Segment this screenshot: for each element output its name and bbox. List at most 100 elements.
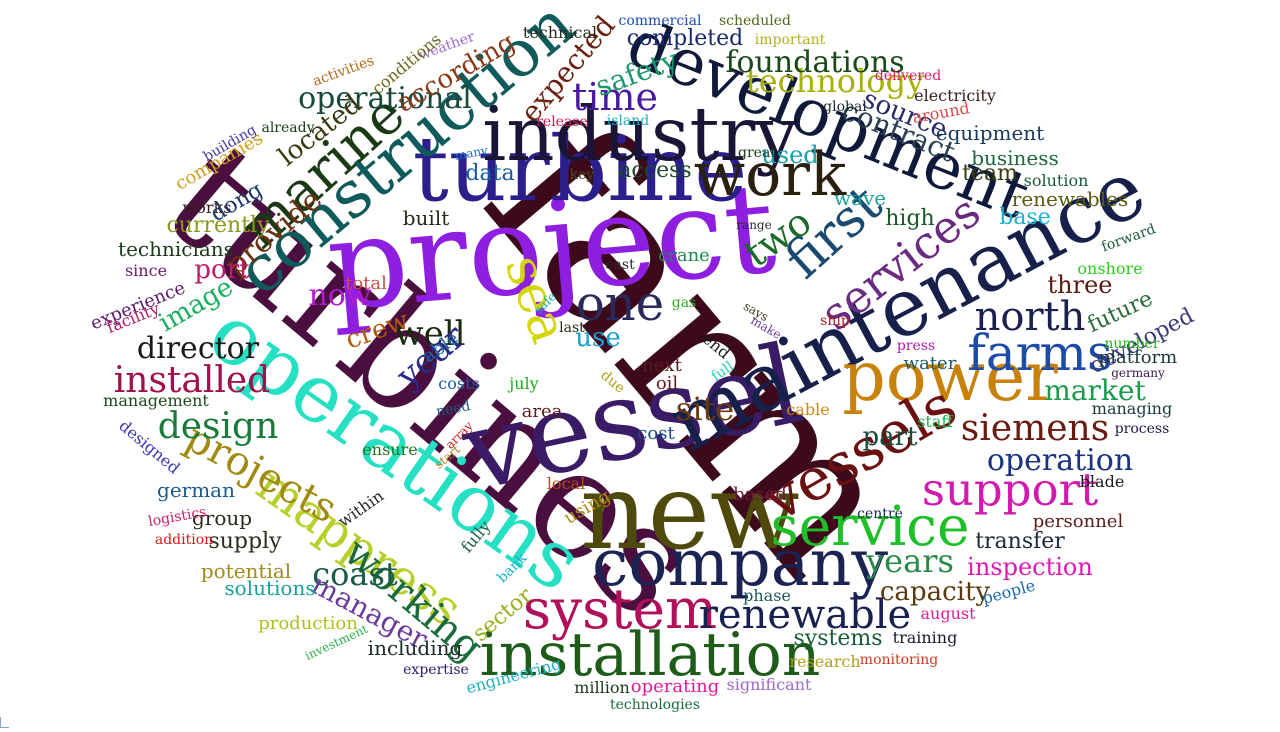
word-well: well	[395, 314, 466, 354]
word-already: already	[261, 120, 314, 136]
word-blade: blade	[1080, 472, 1125, 491]
word-team: team	[962, 161, 1018, 186]
word-technical: technical	[523, 23, 597, 42]
word-scheduled: scheduled	[719, 13, 791, 29]
word-industry: industry	[482, 90, 798, 178]
word-three: three	[1048, 271, 1113, 299]
word-currently: currently	[166, 213, 270, 238]
word-east: east	[605, 257, 635, 273]
word-key: key	[570, 167, 595, 183]
word-market: market	[1044, 374, 1146, 407]
word-august: august	[920, 604, 976, 623]
word-training: training	[893, 628, 958, 647]
word-renewable: renewable	[699, 592, 911, 638]
word-number: number	[1104, 336, 1160, 352]
word-germany: germany	[1111, 366, 1165, 380]
word-solutions: solutions	[224, 576, 315, 600]
word-wave: wave	[834, 186, 886, 210]
word-onshore: onshore	[1077, 259, 1142, 278]
word-costs: costs	[438, 374, 479, 393]
word-release: release	[536, 114, 588, 130]
word-systems: systems	[793, 626, 882, 651]
word-service: service	[770, 494, 969, 558]
word-island: island	[607, 113, 650, 129]
word-technicians: technicians	[118, 237, 234, 261]
word-operating: operating	[631, 676, 719, 697]
word-north: north	[975, 294, 1086, 340]
word-company: company	[592, 526, 888, 601]
word-technologies: technologies	[610, 697, 700, 713]
word-cable: cable	[786, 400, 829, 419]
word-site: site	[676, 390, 734, 428]
word-foundations: foundations	[725, 45, 904, 80]
word-july: july	[507, 374, 538, 393]
word-data: data	[465, 161, 514, 186]
word-access: access	[618, 158, 691, 183]
word-last: last	[559, 320, 585, 336]
word-built: built	[403, 206, 450, 230]
word-significant: significant	[727, 675, 812, 694]
word-time: time	[572, 75, 658, 119]
word-capacity: capacity	[880, 577, 991, 607]
word-research: research	[789, 652, 860, 671]
word-base: base	[999, 205, 1051, 230]
word-cost: cost	[637, 423, 675, 444]
word-local: local	[547, 474, 585, 493]
word-since: since	[125, 261, 167, 280]
word-operational: operational	[298, 81, 472, 116]
word-press: press	[897, 338, 935, 354]
word-platform: platform	[1099, 347, 1177, 368]
word-farms: farms	[967, 324, 1112, 382]
word-personnel: personnel	[1033, 511, 1124, 532]
word-used: used	[761, 141, 818, 169]
word-turbine: turbine	[413, 117, 748, 222]
word-area: area	[522, 401, 563, 422]
word-centre: centre	[857, 506, 903, 522]
word-phase: phase	[743, 586, 791, 605]
word-crane: crane	[658, 245, 710, 266]
word-potential: potential	[201, 559, 291, 583]
word-design: design	[158, 406, 279, 447]
word-commercial: commercial	[619, 13, 702, 29]
word-ship: ship	[820, 313, 850, 329]
word-system: system	[523, 577, 717, 641]
word-great: great	[738, 145, 776, 161]
word-ensure: ensure	[362, 440, 417, 459]
word-solution: solution	[1024, 171, 1089, 190]
word-support: support	[922, 463, 1098, 516]
word-one: one	[576, 276, 664, 332]
word-delivered: delivered	[875, 68, 941, 84]
word-oil: oil	[656, 373, 679, 394]
word-million: million	[574, 678, 630, 697]
word-managing: managing	[1092, 399, 1172, 418]
word-operation: operation	[987, 443, 1133, 478]
word-part: part	[862, 422, 918, 452]
word-total: total	[345, 273, 387, 294]
word-many: many	[454, 143, 489, 163]
word-installation: installation	[480, 620, 821, 690]
word-work: work	[694, 140, 847, 210]
word-group: group	[192, 506, 252, 530]
word-inspection: inspection	[967, 553, 1093, 581]
word-years: years	[865, 542, 954, 580]
word-now: now	[308, 278, 371, 313]
word-works: works	[183, 198, 232, 217]
word-range: range	[736, 218, 771, 232]
word-staff: staff	[917, 412, 954, 431]
word-need: need	[435, 398, 472, 420]
word-addition: addition	[155, 532, 213, 548]
corner-mark	[0, 717, 9, 728]
word-equipment: equipment	[936, 121, 1044, 145]
word-director: director	[137, 331, 260, 366]
word-water: water	[904, 353, 957, 374]
word-technology: technology	[746, 62, 924, 100]
word-based: based	[733, 484, 787, 505]
word-next: next	[642, 355, 682, 376]
word-electricity: electricity	[914, 86, 996, 105]
word-new: new	[580, 451, 800, 573]
word-high: high	[885, 206, 934, 231]
word-siemens: siemens	[961, 408, 1109, 449]
word-management: management	[103, 391, 209, 410]
word-production: production	[258, 613, 358, 634]
